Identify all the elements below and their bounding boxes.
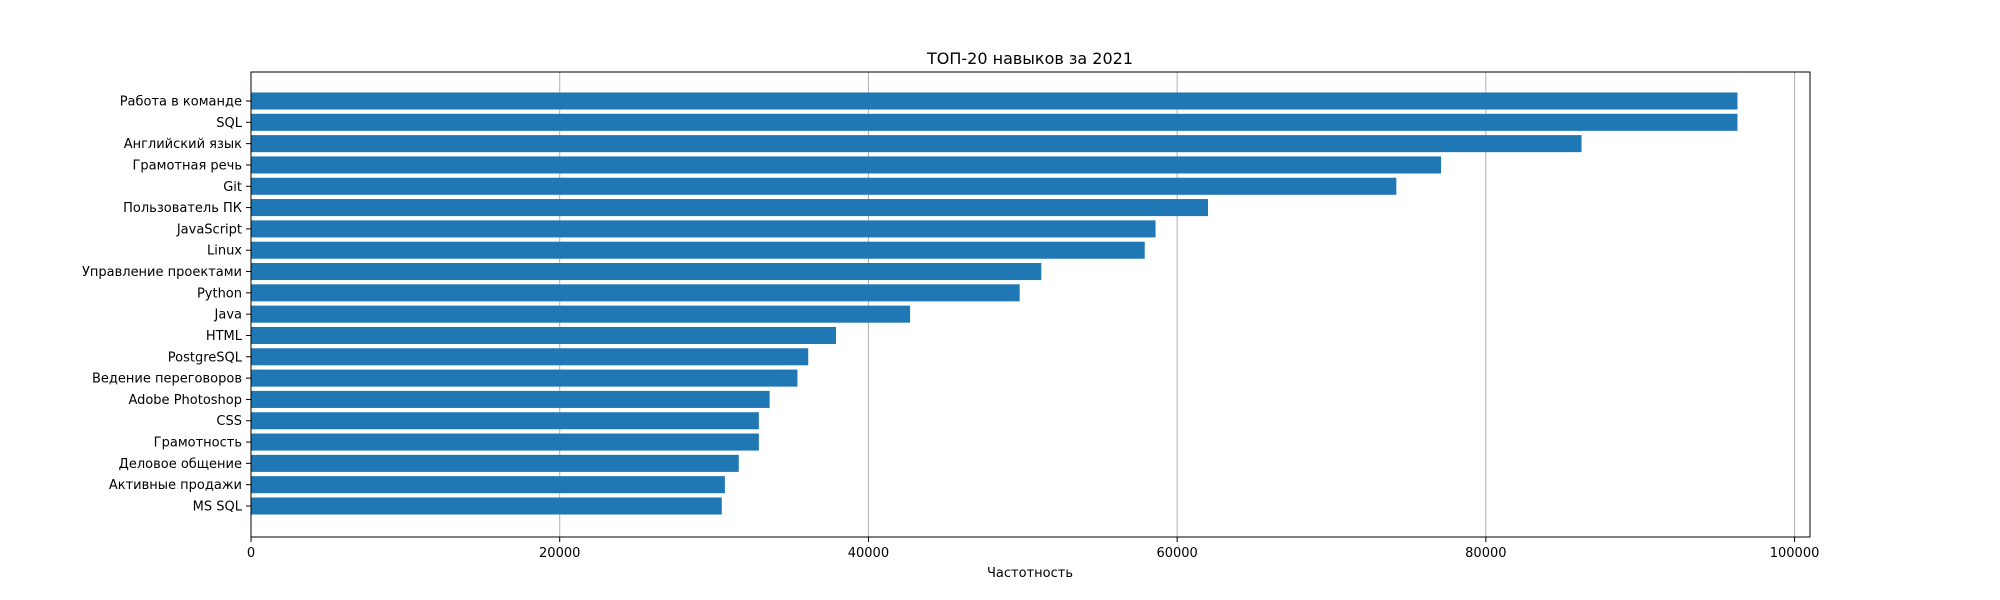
bar — [251, 284, 1020, 302]
bar — [251, 92, 1738, 110]
y-tick-label: Python — [197, 286, 242, 301]
bar — [251, 177, 1397, 195]
bar — [251, 156, 1442, 174]
bar — [251, 412, 759, 430]
y-tick-label: Деловое общение — [119, 457, 242, 472]
bar — [251, 348, 809, 366]
chart-title: ТОП-20 навыков за 2021 — [926, 49, 1133, 68]
y-tick-label: Ведение переговоров — [92, 372, 242, 387]
bar — [251, 433, 759, 451]
y-tick-label: Грамотность — [154, 436, 242, 451]
y-tick-label: Активные продажи — [109, 478, 242, 493]
x-tick-label: 60000 — [1156, 546, 1197, 561]
y-tick-label: SQL — [216, 116, 242, 131]
y-tick-label: Пользователь ПК — [123, 201, 242, 216]
bar — [251, 263, 1042, 281]
y-tick-label: Грамотная речь — [133, 158, 243, 173]
x-tick-label: 20000 — [539, 546, 580, 561]
bar — [251, 241, 1145, 259]
plot-frame — [250, 71, 1811, 538]
bar — [251, 369, 798, 387]
y-tick-label: MS SQL — [193, 500, 243, 515]
y-tick-label: HTML — [206, 329, 243, 344]
y-tick-label: Управление проектами — [82, 265, 242, 280]
bar — [251, 476, 725, 494]
bar — [251, 326, 837, 344]
bar — [251, 305, 911, 323]
x-tick-label: 0 — [247, 546, 255, 561]
bar — [251, 390, 770, 408]
y-tick-label: Git — [223, 180, 242, 195]
x-tick-label: 100000 — [1770, 546, 1820, 561]
bar — [251, 199, 1209, 217]
bar — [251, 113, 1738, 131]
x-tick-label: 80000 — [1465, 546, 1506, 561]
x-axis-label: Частотность — [987, 566, 1073, 581]
y-tick-label: PostgreSQL — [168, 350, 243, 365]
y-tick-label: Работа в команде — [120, 95, 242, 110]
y-tick-label: Английский язык — [124, 137, 242, 152]
y-tick-label: Linux — [207, 244, 242, 259]
bars-layer — [251, 92, 1738, 515]
bar — [251, 220, 1156, 238]
bar — [251, 497, 722, 515]
y-tick-label: Adobe Photoshop — [128, 393, 242, 408]
x-tick-label: 40000 — [848, 546, 889, 561]
y-tick-label: CSS — [216, 414, 242, 429]
y-tick-label: JavaScript — [176, 222, 242, 237]
x-axis-ticks: 0 20000 40000 60000 80000 100000 — [247, 537, 1820, 561]
y-axis-ticks: Работа в команде SQL Английский язык Грамот… — [82, 95, 251, 515]
bar — [251, 454, 739, 472]
bar — [251, 135, 1582, 153]
y-tick-label: Java — [214, 308, 242, 323]
